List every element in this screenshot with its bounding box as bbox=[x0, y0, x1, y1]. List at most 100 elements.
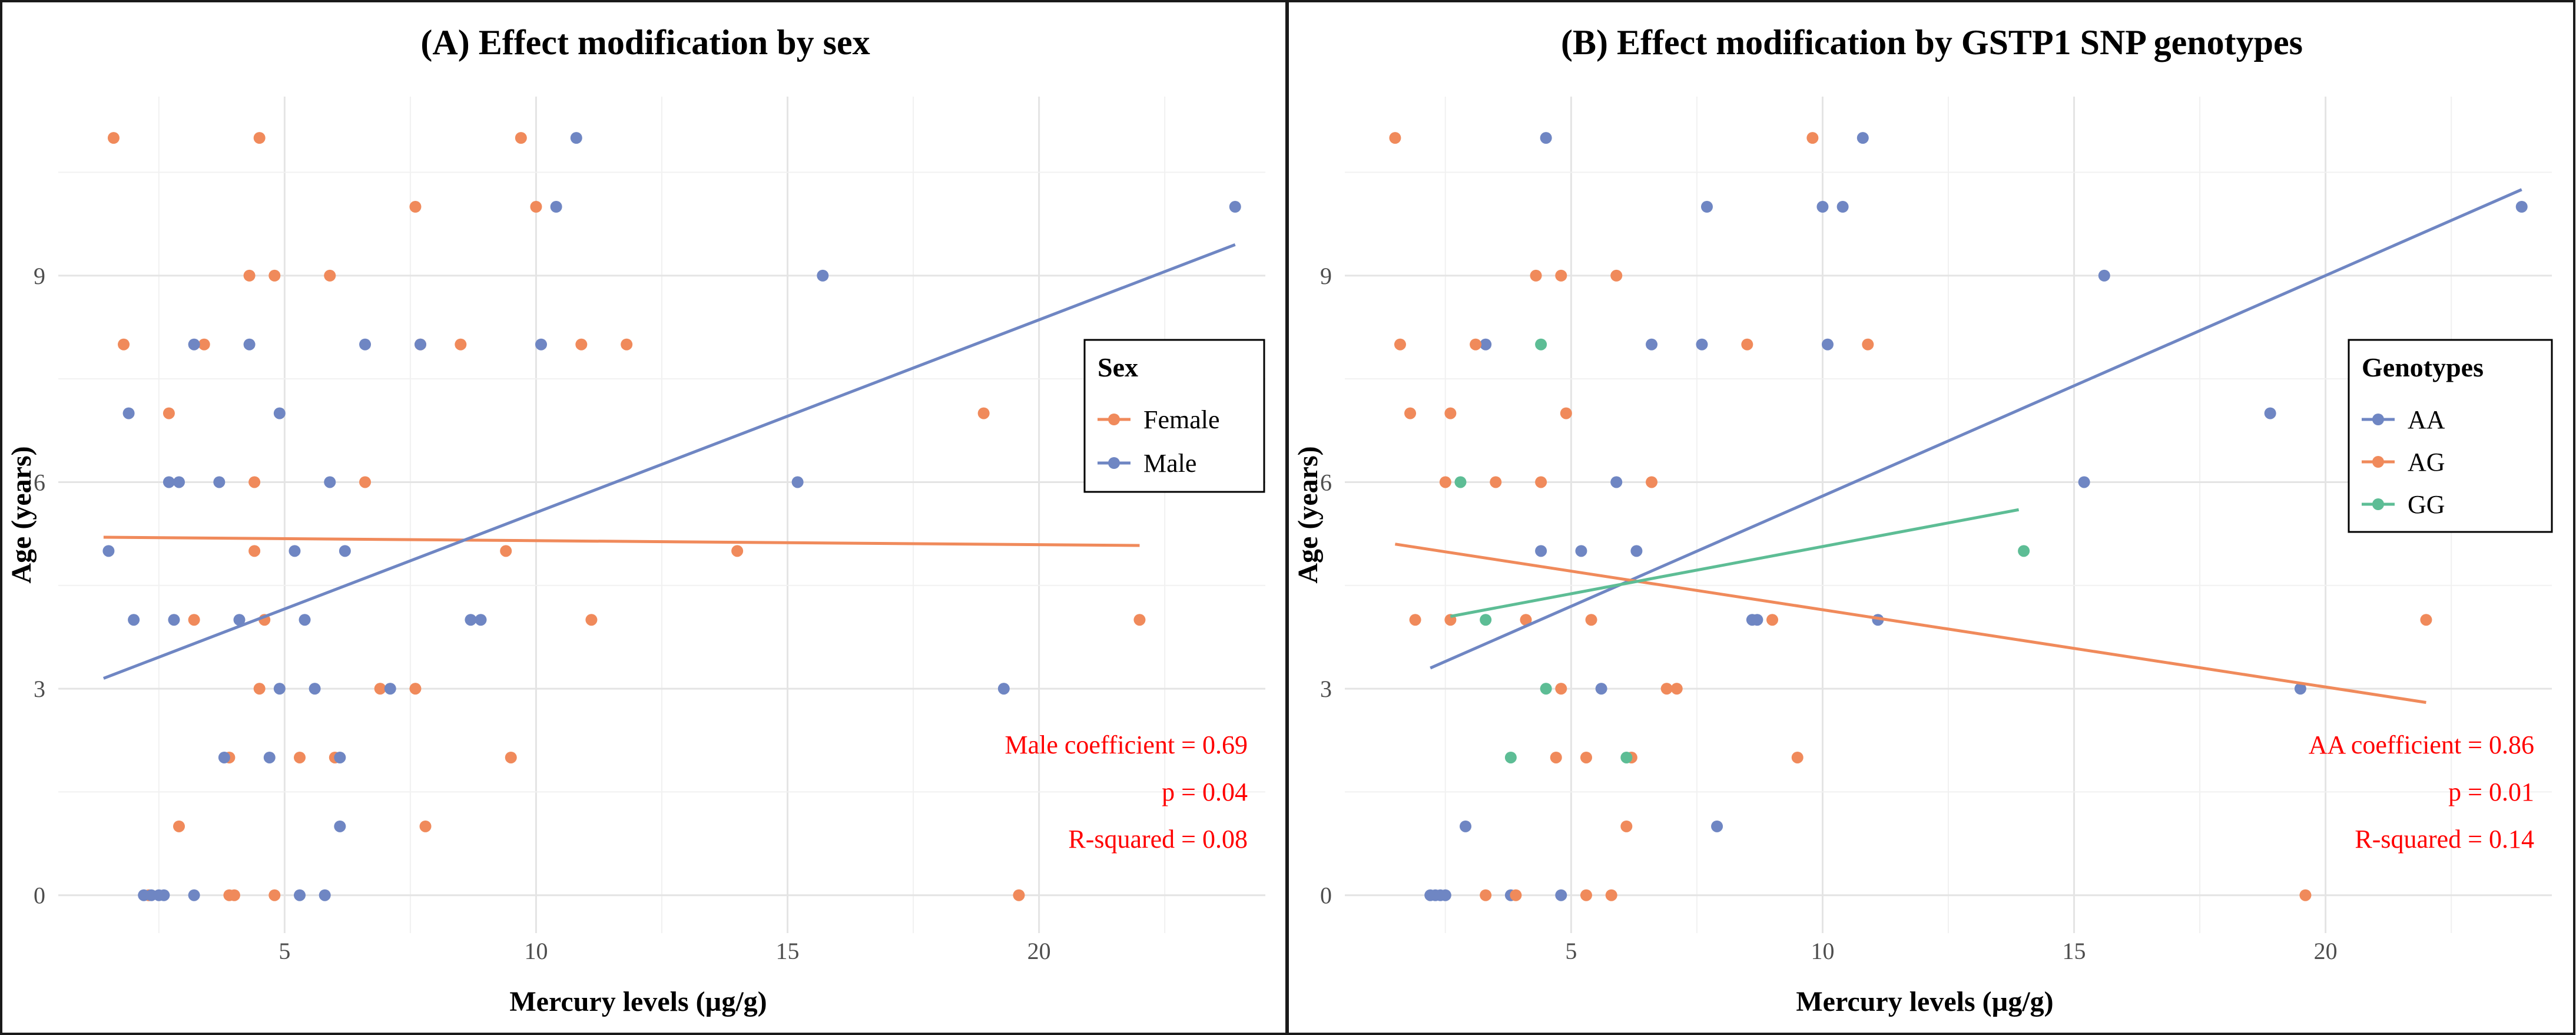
data-point bbox=[1470, 338, 1482, 350]
data-point bbox=[2098, 269, 2110, 282]
data-point bbox=[505, 751, 517, 763]
data-point bbox=[1766, 614, 1779, 626]
data-point bbox=[1480, 614, 1492, 626]
y-tick-label: 3 bbox=[34, 676, 45, 702]
data-point bbox=[1013, 889, 1025, 901]
series-aa bbox=[1424, 132, 2528, 901]
x-tick-label: 5 bbox=[1565, 938, 1577, 964]
legend-key-point bbox=[2372, 498, 2384, 510]
data-point bbox=[1535, 545, 1547, 557]
data-point bbox=[1862, 338, 1874, 350]
data-point bbox=[102, 545, 115, 557]
data-point bbox=[731, 545, 744, 557]
data-point bbox=[1696, 338, 1708, 350]
data-point bbox=[173, 820, 185, 832]
x-tick-label: 20 bbox=[1027, 938, 1051, 964]
panel-a: (A) Effect modification by sex 5 10 15 20 0 3 6… bbox=[0, 0, 1288, 1035]
data-point bbox=[243, 269, 256, 282]
data-point bbox=[324, 269, 336, 282]
data-point bbox=[118, 338, 130, 350]
data-point bbox=[1444, 407, 1457, 419]
data-point bbox=[248, 545, 261, 557]
data-point bbox=[1610, 269, 1623, 282]
data-point bbox=[374, 683, 386, 695]
data-point bbox=[1791, 751, 1803, 763]
annotation-text: p = 0.01 bbox=[2448, 778, 2534, 806]
chart-b: (B) Effect modification by GSTP1 SNP gen… bbox=[1292, 23, 2553, 1017]
data-point bbox=[1229, 200, 1241, 213]
data-point bbox=[228, 889, 240, 901]
data-point bbox=[1555, 269, 1567, 282]
data-point bbox=[128, 614, 140, 626]
data-point bbox=[1409, 614, 1421, 626]
data-point bbox=[122, 407, 135, 419]
data-point bbox=[2018, 545, 2030, 557]
data-point bbox=[419, 820, 432, 832]
data-point bbox=[218, 751, 230, 763]
x-axis-label: Mercury levels (µg/g) bbox=[1796, 986, 2053, 1017]
data-point bbox=[1605, 889, 1617, 901]
series-male bbox=[102, 132, 1241, 901]
data-point bbox=[1389, 132, 1401, 144]
chart-title: (B) Effect modification by GSTP1 SNP gen… bbox=[1561, 23, 2303, 62]
annotation-text: R-squared = 0.08 bbox=[1068, 825, 1248, 854]
data-point bbox=[997, 683, 1010, 695]
data-point bbox=[570, 132, 582, 144]
data-point bbox=[384, 683, 396, 695]
data-point bbox=[1816, 200, 1829, 213]
data-point bbox=[158, 889, 170, 901]
data-point bbox=[1454, 476, 1467, 488]
regression-line-female bbox=[103, 535, 1140, 547]
data-point bbox=[339, 545, 351, 557]
series-ag bbox=[1389, 132, 2432, 901]
data-point bbox=[168, 614, 180, 626]
data-point bbox=[530, 200, 542, 213]
x-tick-label: 10 bbox=[524, 938, 548, 964]
data-point bbox=[319, 889, 331, 901]
data-point bbox=[273, 407, 286, 419]
data-point bbox=[1836, 200, 1849, 213]
legend-key-point bbox=[1108, 414, 1120, 425]
data-point bbox=[1580, 889, 1592, 901]
panel-b: (B) Effect modification by GSTP1 SNP gen… bbox=[1288, 0, 2575, 1035]
regression-line-male bbox=[102, 243, 1236, 680]
y-axis-label: Age (years) bbox=[6, 446, 37, 583]
data-point bbox=[253, 132, 266, 144]
legend-key-point bbox=[2372, 456, 2384, 468]
data-point bbox=[2294, 683, 2306, 695]
data-point bbox=[585, 614, 598, 626]
data-point bbox=[1856, 132, 1869, 144]
data-point bbox=[324, 476, 336, 488]
regression-line-ag bbox=[1395, 543, 2426, 704]
legend-label: GG bbox=[2408, 490, 2445, 519]
data-point bbox=[550, 200, 562, 213]
data-point bbox=[1439, 476, 1451, 488]
y-tick-label: 0 bbox=[1320, 882, 1332, 909]
legend-title: Sex bbox=[1098, 352, 1138, 382]
data-point bbox=[289, 545, 301, 557]
data-point bbox=[359, 338, 372, 350]
annotation-text: Male coefficient = 0.69 bbox=[1004, 730, 1248, 759]
data-point bbox=[1751, 614, 1763, 626]
x-tick-label: 15 bbox=[776, 938, 800, 964]
data-point bbox=[475, 614, 487, 626]
data-point bbox=[163, 476, 175, 488]
legend-label: AG bbox=[2408, 448, 2445, 477]
y-axis-label: Age (years) bbox=[1292, 446, 1324, 583]
data-point bbox=[188, 889, 200, 901]
data-point bbox=[1535, 476, 1547, 488]
data-point bbox=[500, 545, 512, 557]
data-point bbox=[359, 476, 372, 488]
data-point bbox=[294, 889, 306, 901]
x-tick-label: 10 bbox=[1811, 938, 1834, 964]
data-point bbox=[1595, 683, 1607, 695]
data-point bbox=[233, 614, 246, 626]
data-point bbox=[977, 407, 990, 419]
y-tick-label: 6 bbox=[34, 469, 45, 495]
annotation-text: AA coefficient = 0.86 bbox=[2309, 730, 2534, 759]
data-point bbox=[1490, 476, 1502, 488]
data-point bbox=[1555, 683, 1567, 695]
data-point bbox=[515, 132, 527, 144]
data-point bbox=[415, 338, 426, 350]
